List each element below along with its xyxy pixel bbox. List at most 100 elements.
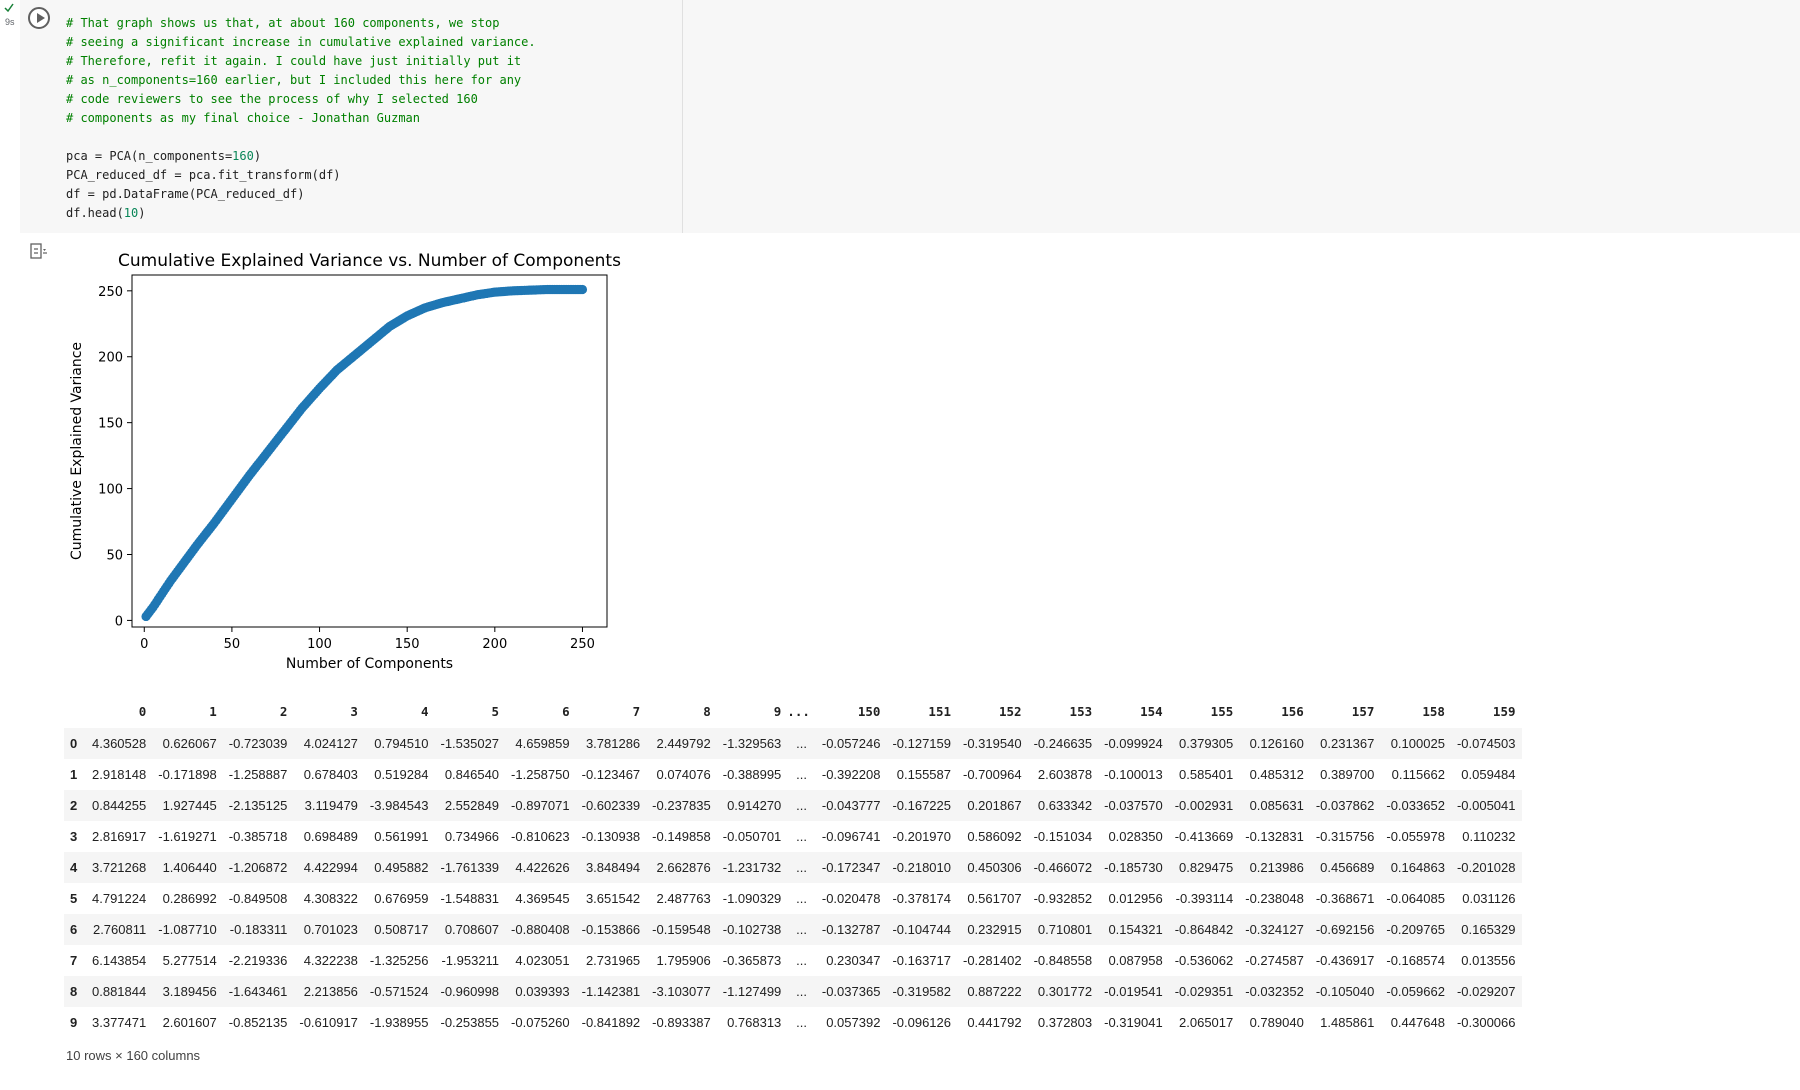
table-cell: 0.126160	[1239, 728, 1310, 759]
table-cell: 1.485861	[1320, 1015, 1375, 1030]
table-cell: -0.281402	[963, 953, 1022, 968]
table-cell: -0.536062	[1174, 953, 1234, 968]
table-cell: 0.768313	[727, 1015, 782, 1030]
table-cell: -0.132831	[1245, 829, 1304, 844]
table-cell: -0.378174	[892, 891, 951, 906]
run-cell-button[interactable]	[28, 7, 50, 29]
explained-variance-chart: Cumulative Explained Variance vs. Number…	[69, 251, 621, 672]
table-cell: 4.322238	[303, 953, 358, 968]
table-cell: -0.385718	[228, 829, 288, 844]
table-row: 1 2.918148 -0.171898 -1.258887 0.678403 0.519…	[64, 759, 1522, 790]
table-cell: 0.633342	[1027, 790, 1099, 821]
column-header: ...	[787, 704, 810, 719]
table-cell: 0.519284	[374, 767, 429, 782]
table-cell: -0.020478	[821, 891, 881, 906]
row-index: 6	[64, 914, 86, 945]
table-cell: -0.602339	[575, 790, 647, 821]
column-header: 3	[350, 704, 358, 719]
table-cell: 0.441792	[967, 1015, 1022, 1030]
table-cell: -3.103077	[646, 976, 717, 1007]
column-header: 159	[1492, 704, 1516, 719]
table-cell: 0.450306	[957, 852, 1028, 883]
table-cell: -0.864842	[1168, 914, 1240, 945]
table-cell: 3.848494	[575, 852, 647, 883]
table-cell: -0.466072	[1027, 852, 1099, 883]
dataframe-output: 0 1 2 3 4 5 6 7 8 9... 150 151 152 153 154 155 156 157 158…	[64, 695, 1522, 1038]
table-cell: 2.213856	[293, 976, 364, 1007]
table-cell: -0.002931	[1168, 790, 1240, 821]
table-cell: 0.154321	[1098, 914, 1169, 945]
table-cell: 6.143854	[92, 953, 147, 968]
table-cell: -0.209765	[1380, 914, 1451, 945]
table-cell: 4.308322	[303, 891, 358, 906]
table-cell: 0.213986	[1239, 852, 1310, 883]
output-toggle-icon[interactable]	[28, 240, 50, 262]
table-cell: -0.168574	[1386, 953, 1445, 968]
table-cell: -0.127159	[886, 728, 957, 759]
code-block[interactable]: # That graph shows us that, at about 160…	[66, 14, 536, 223]
y-axis-label: Cumulative Explained Variance	[69, 342, 85, 560]
x-tick-label: 100	[307, 637, 332, 652]
table-cell: 0.508717	[363, 914, 435, 945]
x-tick-label: 50	[224, 637, 241, 652]
cell-status: 9s	[0, 0, 18, 40]
table-cell: -0.392208	[821, 767, 881, 782]
table-cell: 0.301772	[1027, 976, 1099, 1007]
table-cell: -0.043777	[815, 790, 887, 821]
code-comment: # components as my final choice - Jonath…	[66, 111, 421, 125]
table-cell: 0.087958	[1108, 953, 1163, 968]
code-editor[interactable]: # That graph shows us that, at about 160…	[20, 0, 683, 233]
table-cell: -0.099924	[1098, 728, 1169, 759]
table-cell: -1.953211	[441, 953, 500, 968]
row-index: 9	[70, 1015, 78, 1030]
table-cell: -1.206872	[222, 852, 294, 883]
table-cell: -0.852135	[228, 1015, 288, 1030]
table-cell: -0.246635	[1027, 728, 1099, 759]
table-cell: -0.029351	[1168, 976, 1240, 1007]
table-cell: -0.019541	[1098, 976, 1169, 1007]
table-cell: -0.841892	[581, 1015, 641, 1030]
table-cell: -0.183311	[222, 914, 294, 945]
table-cell: -0.368671	[1315, 891, 1375, 906]
table-cell: 0.829475	[1168, 852, 1240, 883]
table-cell: 0.701023	[293, 914, 364, 945]
table-cell: -0.037365	[815, 976, 887, 1007]
check-icon	[4, 3, 14, 13]
table-cell: -0.102738	[716, 914, 788, 945]
table-row: 6 2.760811 -1.087710 -0.183311 0.701023 0.508…	[64, 914, 1522, 945]
column-header: 9	[773, 704, 782, 719]
table-cell: -0.059662	[1380, 976, 1451, 1007]
table-cell: 4.422626	[505, 852, 576, 883]
index-header	[64, 695, 86, 728]
table-cell: 2.552849	[434, 790, 506, 821]
table-cell: -1.548831	[440, 891, 500, 906]
table-cell: ...	[796, 1015, 807, 1030]
table-row: 2 0.844255 1.927445 -2.135125 3.119479 -3.984…	[64, 790, 1522, 821]
code-text: )	[253, 149, 262, 163]
table-cell: -0.005041	[1450, 790, 1522, 821]
table-cell: -0.149858	[652, 829, 711, 844]
code-text: PCA_reduced_df = pca.fit_transform(df)	[66, 168, 341, 182]
table-cell: -0.300066	[1456, 1015, 1516, 1030]
table-cell: 2.487763	[656, 891, 711, 906]
table-cell: -0.064085	[1386, 891, 1445, 906]
x-tick-label: 0	[140, 637, 148, 652]
table-cell: 0.372803	[1037, 1015, 1093, 1030]
table-cell: -0.413669	[1174, 829, 1234, 844]
code-line: # components as my final choice - Jonath…	[66, 109, 536, 128]
table-cell: -0.074503	[1450, 728, 1522, 759]
code-comment: # That graph shows us that, at about 160…	[66, 16, 500, 30]
column-header: 4	[420, 704, 429, 719]
row-index: 4	[64, 852, 86, 883]
table-cell: -0.163717	[892, 953, 951, 968]
table-cell: -0.123467	[581, 767, 641, 782]
table-cell: 4.659859	[505, 728, 576, 759]
table-cell: -0.960998	[434, 976, 506, 1007]
code-comment: # Therefore, refit it again. I could hav…	[66, 54, 522, 68]
table-cell: -0.324127	[1239, 914, 1310, 945]
table-cell: 0.164863	[1380, 852, 1451, 883]
row-index: 2	[64, 790, 86, 821]
table-cell: 4.369545	[515, 891, 570, 906]
table-cell: -0.274587	[1245, 953, 1304, 968]
code-number: 10	[123, 206, 139, 220]
